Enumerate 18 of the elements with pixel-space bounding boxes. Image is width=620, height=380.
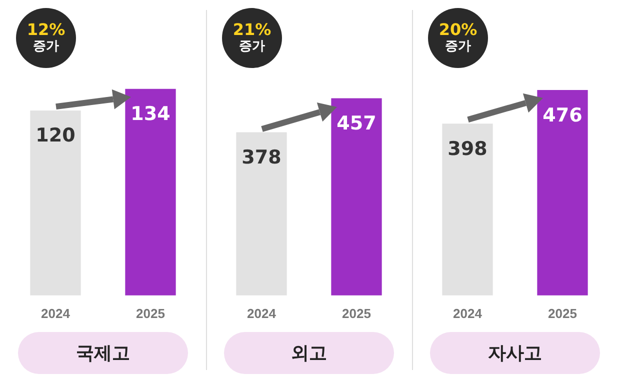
data-label: 476 <box>542 104 582 126</box>
x-tick-label: 2024 <box>247 306 277 321</box>
text: 자사고 <box>430 332 600 374</box>
speech-bubble: 20% 증가 <box>428 8 488 68</box>
x-tick-label: 2025 <box>548 306 577 321</box>
x-tick-label: 2024 <box>41 306 71 321</box>
x-tick-label: 2024 <box>453 306 483 321</box>
text: 국제고 <box>18 332 188 374</box>
text: 외고 <box>224 332 394 374</box>
x-tick-label: 2025 <box>342 306 371 321</box>
data-label: 398 <box>448 138 488 160</box>
data-label: 457 <box>336 112 376 134</box>
speech-bubble: 21% 증가 <box>222 8 282 68</box>
data-label: 134 <box>130 103 170 126</box>
speech-bubble: 12% 증가 <box>16 8 76 68</box>
data-label: 120 <box>36 124 76 147</box>
x-tick-label: 2025 <box>136 306 165 321</box>
data-label: 378 <box>242 146 282 168</box>
